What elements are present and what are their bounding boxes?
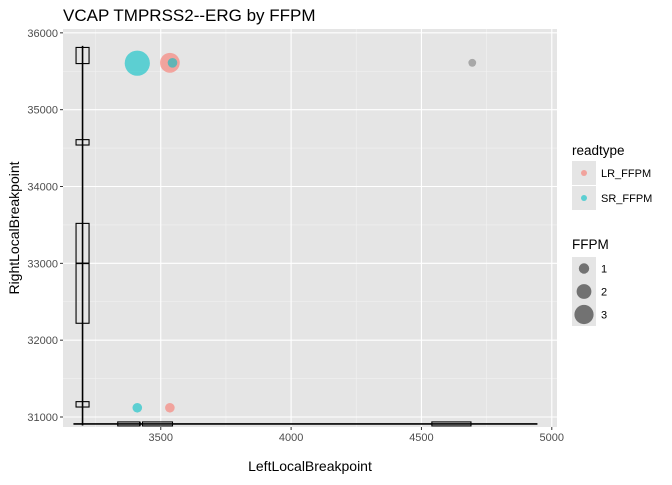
y-tick-label: 32000 xyxy=(27,335,58,347)
y-tick-label: 36000 xyxy=(27,28,58,40)
legend-size-title: FFPM xyxy=(572,237,609,252)
data-point xyxy=(132,402,143,413)
legend-item-label: 3 xyxy=(601,310,607,322)
data-point xyxy=(167,58,178,68)
x-tick-label: 4000 xyxy=(279,432,303,444)
legend: readtype LR_FFPM SR_FFPM FFPM 1 2 3 xyxy=(572,143,652,326)
x-boxplot-segment xyxy=(141,421,174,427)
x-axis-label: LeftLocalBreakpoint xyxy=(248,458,372,474)
legend-key-symbol xyxy=(581,170,587,176)
legend-size-items: 1 2 3 xyxy=(572,257,607,326)
legend-color-title: readtype xyxy=(572,143,625,158)
y-boxplot-outlier-box xyxy=(75,139,90,146)
y-tick-label: 34000 xyxy=(27,182,58,194)
y-boxplot-outlier-box xyxy=(75,401,90,408)
y-tick-label: 33000 xyxy=(27,258,58,270)
x-tick-label: 3500 xyxy=(149,432,173,444)
y-axis-ticks: 31000 32000 33000 34000 35000 36000 xyxy=(27,28,63,424)
legend-key-symbol xyxy=(581,195,587,201)
y-tick-label: 31000 xyxy=(27,412,58,424)
legend-item-label: 2 xyxy=(601,287,607,299)
y-tick-label: 35000 xyxy=(27,105,58,117)
legend-key-symbol xyxy=(576,284,592,299)
y-axis-label: RightLocalBreakpoint xyxy=(6,161,22,294)
y-boxplot xyxy=(75,45,90,426)
legend-item-label: SR_FFPM xyxy=(601,193,652,205)
chart-title: VCAP TMPRSS2--ERG by FFPM xyxy=(63,6,316,25)
x-boxplot xyxy=(73,421,538,427)
grid-lines xyxy=(63,29,557,427)
plot-panel xyxy=(63,29,557,427)
legend-color-items: LR_FFPM SR_FFPM xyxy=(572,161,652,210)
data-point xyxy=(124,50,150,76)
legend-key-symbol xyxy=(574,304,594,325)
legend-key-symbol xyxy=(578,263,590,274)
x-tick-label: 5000 xyxy=(540,432,564,444)
x-boxplot-segment xyxy=(431,421,472,427)
legend-item-label: LR_FFPM xyxy=(601,168,651,180)
y-boxplot-outlier-box xyxy=(75,46,90,65)
x-axis-ticks: 3500 4000 4500 5000 xyxy=(149,427,564,444)
data-point xyxy=(165,402,175,413)
data-point xyxy=(468,58,477,67)
y-boxplot-box xyxy=(75,222,90,324)
data-points xyxy=(124,50,477,413)
legend-item-label: 1 xyxy=(601,264,607,276)
x-tick-label: 4500 xyxy=(409,432,433,444)
